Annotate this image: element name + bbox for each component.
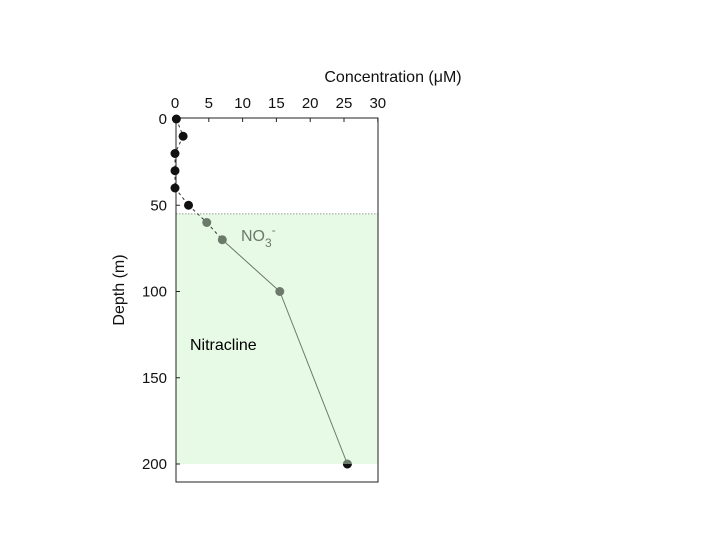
y-tick-label: 200 — [142, 456, 167, 473]
data-point — [202, 218, 212, 227]
data-point — [171, 114, 181, 124]
data-point — [170, 183, 180, 193]
x-tick-label: 0 — [171, 95, 179, 112]
plot-frame — [175, 117, 379, 483]
y-tick-label: 150 — [142, 370, 167, 387]
series-segment — [221, 239, 281, 292]
x-axis-title: Concentration (μM) — [324, 69, 461, 86]
x-tick-label: 30 — [369, 95, 386, 112]
x-tick-label: 5 — [205, 95, 213, 112]
y-axis-title: Depth (m) — [111, 254, 128, 325]
series-label-no3: NO3- — [241, 223, 276, 250]
data-point — [170, 166, 180, 176]
x-tick-label: 10 — [234, 95, 251, 112]
data-point — [184, 200, 194, 210]
x-tick-label: 20 — [302, 95, 319, 112]
y-tick-label: 50 — [150, 197, 167, 214]
data-point — [178, 131, 188, 141]
data-point-lower-half — [342, 464, 352, 469]
data-point — [275, 287, 285, 296]
x-tick-label: 25 — [336, 95, 353, 112]
x-tick-label: 15 — [268, 95, 285, 112]
y-tick-label: 100 — [142, 284, 167, 301]
series-segment — [279, 291, 348, 465]
y-tick-label: 0 — [159, 111, 167, 128]
nitracline-label: Nitracline — [190, 337, 257, 354]
data-point — [170, 149, 180, 158]
data-point — [217, 235, 227, 245]
nitracline-region — [176, 213, 378, 464]
